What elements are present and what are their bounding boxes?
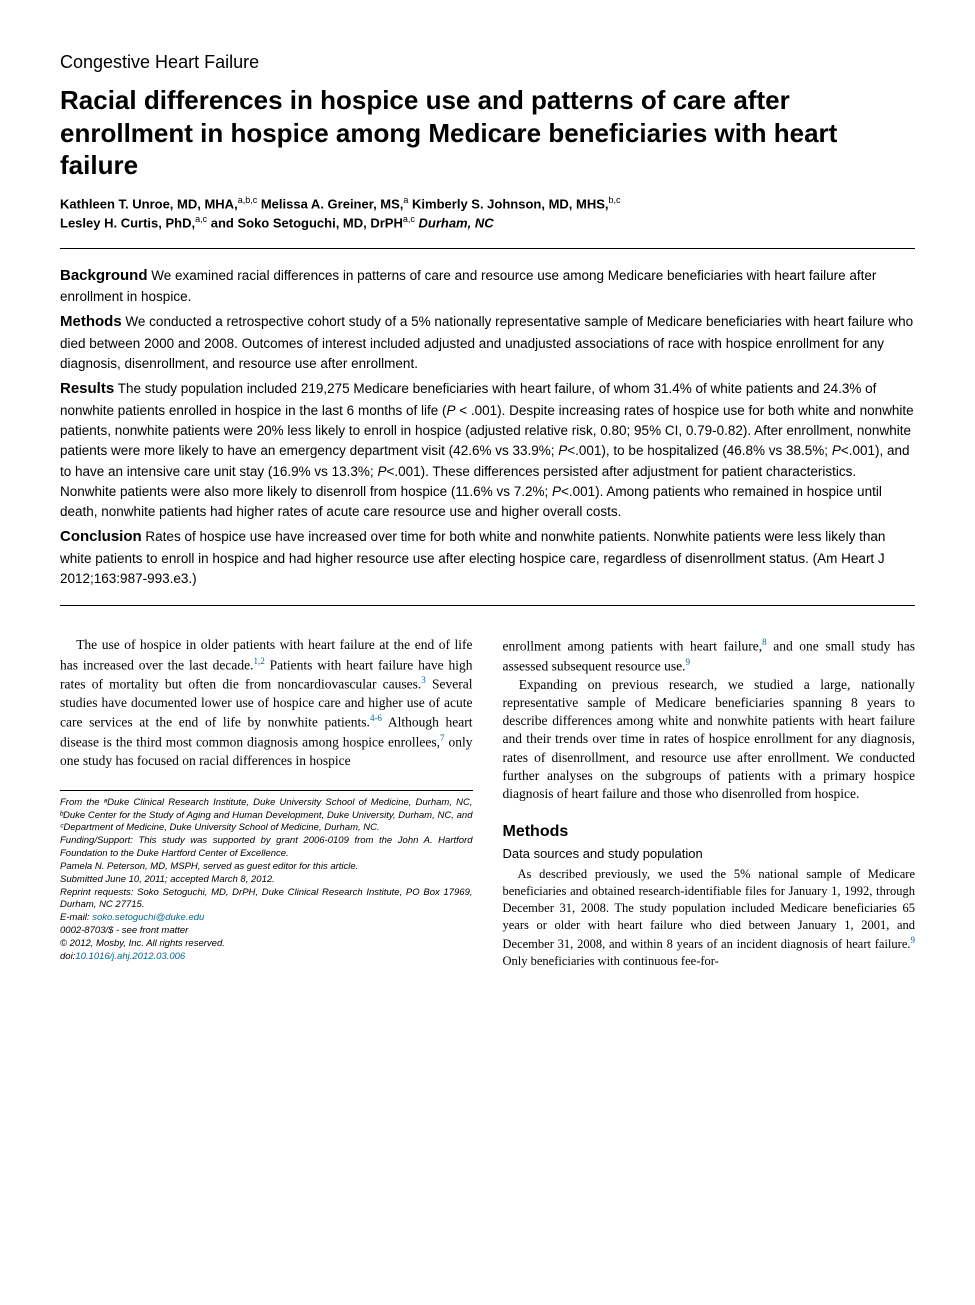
footnote-affiliations: From the ᵃDuke Clinical Research Institu… [60,797,473,835]
author-name: and Soko Setoguchi, MD, DrPH [211,215,403,230]
abstract-text: We examined racial differences in patter… [60,268,876,305]
right-column: enrollment among patients with heart fai… [503,636,916,970]
author-affiliation-sup: a,b,c [238,195,258,205]
author-affiliation-sup: a,c [403,214,415,224]
methods-subheading: Data sources and study population [503,845,916,863]
article-title: Racial differences in hospice use and pa… [60,84,915,182]
authors-block: Kathleen T. Unroe, MD, MHA,a,b,c Melissa… [60,194,915,232]
citation-sup[interactable]: 9 [685,657,690,667]
author-name: Kimberly S. Johnson, MD, MHS, [412,196,608,211]
email-link[interactable]: soko.setoguchi@duke.edu [92,912,204,923]
methods-body: As described previously, we used the 5% … [503,866,916,969]
abstract-label: Results [60,380,114,397]
author-affiliation-sup: a,c [195,214,207,224]
body-columns: The use of hospice in older patients wit… [60,636,915,970]
p-value-italic: P [446,403,455,418]
body-paragraph: Expanding on previous research, we studi… [503,676,916,804]
body-paragraph: enrollment among patients with heart fai… [503,636,916,675]
abstract-text: Rates of hospice use have increased over… [60,529,885,586]
section-label: Congestive Heart Failure [60,50,915,74]
doi-link[interactable]: 10.1016/j.ahj.2012.03.006 [75,951,185,962]
footnote-dates: Submitted June 10, 2011; accepted March … [60,874,473,887]
author-name: Lesley H. Curtis, PhD, [60,215,195,230]
author-location: Durham, NC [419,215,494,230]
left-column: The use of hospice in older patients wit… [60,636,473,970]
citation-sup[interactable]: 4-6 [370,713,382,723]
p-value-italic: P [552,484,561,499]
author-name: Kathleen T. Unroe, MD, MHA, [60,196,238,211]
footnote-copyright: © 2012, Mosby, Inc. All rights reserved. [60,938,473,951]
abstract-background: Background We examined racial difference… [60,265,915,308]
methods-paragraph: As described previously, we used the 5% … [503,866,916,969]
citation-sup[interactable]: 1,2 [253,656,264,666]
abstract-block: Background We examined racial difference… [60,265,915,590]
body-text: enrollment among patients with heart fai… [503,639,763,654]
divider [60,248,915,249]
abstract-label: Methods [60,313,122,330]
p-value-italic: P [832,443,841,458]
citation-sup[interactable]: 9 [911,935,916,945]
footnote-issn: 0002-8703/$ - see front matter [60,925,473,938]
body-text: As described previously, we used the 5% … [503,867,916,951]
footnote-doi: doi:10.1016/j.ahj.2012.03.006 [60,951,473,964]
body-text: Only beneficiaries with continuous fee-f… [503,954,719,968]
author-name: Melissa A. Greiner, MS, [261,196,404,211]
p-value-italic: P [558,443,567,458]
author-affiliation-sup: b,c [609,195,621,205]
divider [60,605,915,606]
footnote-reprints: Reprint requests: Soko Setoguchi, MD, Dr… [60,887,473,913]
footnotes-block: From the ᵃDuke Clinical Research Institu… [60,790,473,964]
abstract-results: Results The study population included 21… [60,378,915,522]
author-affiliation-sup: a [403,195,408,205]
footnote-funding: Funding/Support: This study was supporte… [60,835,473,861]
methods-heading: Methods [503,821,916,843]
abstract-methods: Methods We conducted a retrospective coh… [60,311,915,374]
footnote-email: E-mail: soko.setoguchi@duke.edu [60,912,473,925]
footnote-editor: Pamela N. Peterson, MD, MSPH, served as … [60,861,473,874]
abstract-label: Background [60,267,148,284]
abstract-text: <.001), to be hospitalized (46.8% vs 38.… [567,443,832,458]
abstract-text: We conducted a retrospective cohort stud… [60,314,913,371]
abstract-conclusion: Conclusion Rates of hospice use have inc… [60,526,915,589]
abstract-label: Conclusion [60,528,142,545]
body-paragraph: The use of hospice in older patients wit… [60,636,473,770]
